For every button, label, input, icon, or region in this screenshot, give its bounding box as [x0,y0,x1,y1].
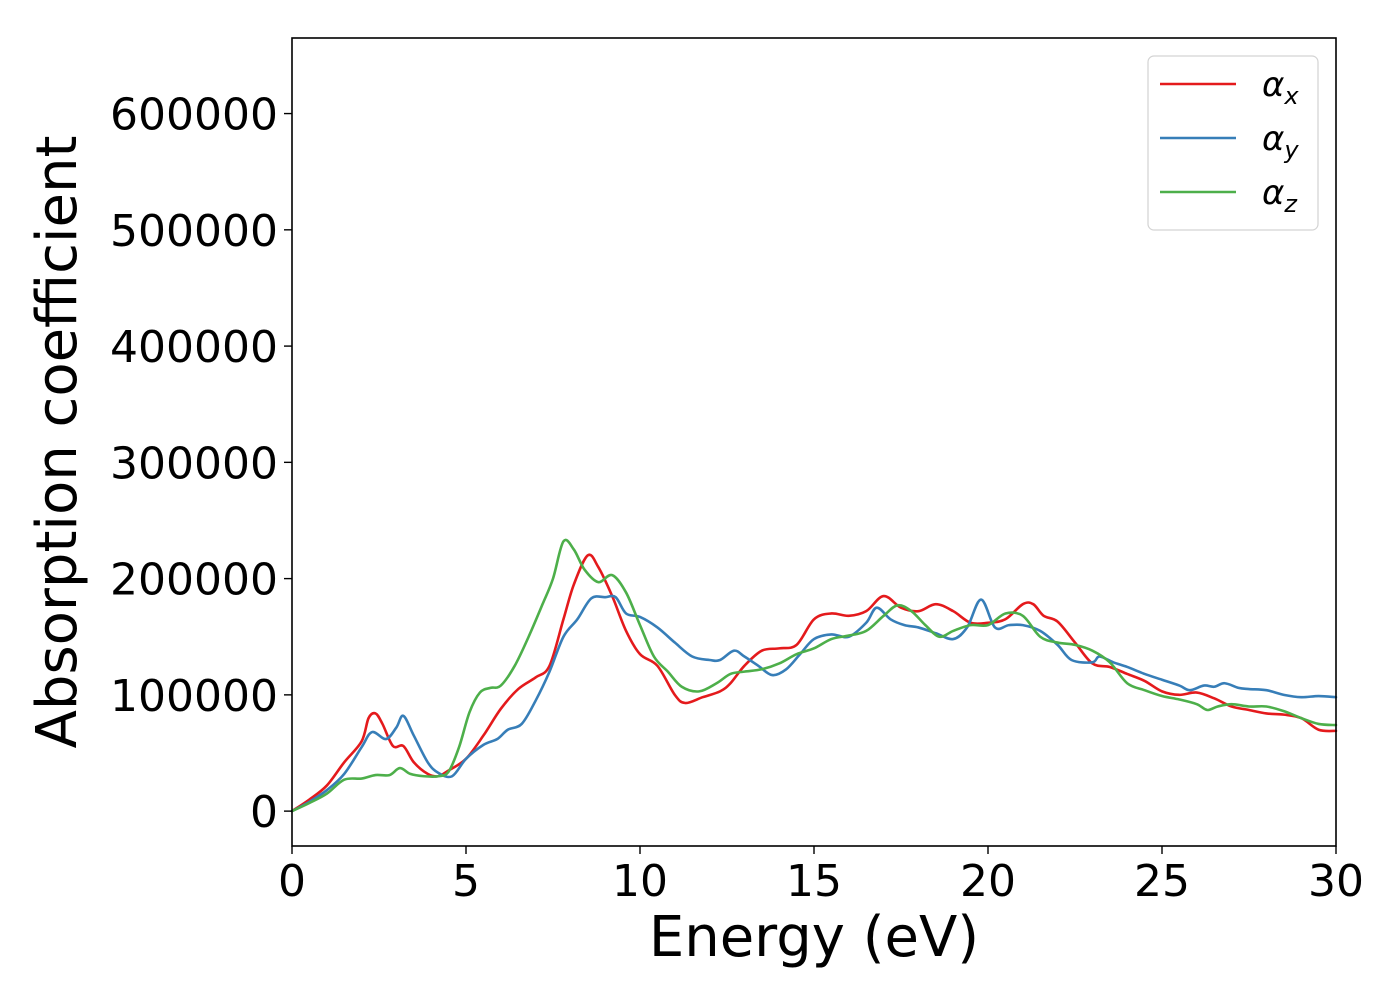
legend-label: αy [1262,119,1299,164]
x-axis-title: Energy (eV) [649,905,979,970]
legend-label: αz [1262,173,1298,218]
legend-label-subscript: y [1283,136,1299,164]
y-tick-label: 300000 [110,438,278,489]
x-tick-label: 30 [1308,856,1364,907]
y-tick-label: 0 [250,787,278,838]
y-tick-label: 500000 [110,206,278,257]
legend-label: αx [1262,65,1299,110]
x-tick-label: 20 [960,856,1016,907]
x-tick-label: 15 [786,856,842,907]
x-tick-label: 25 [1134,856,1190,907]
y-tick-label: 200000 [110,555,278,606]
x-axis-ticks: 0 5 10 15 20 25 30 [278,846,1364,907]
series-line-z [290,538,1338,813]
y-axis-ticks: 0 100000 200000 300000 400000 500000 600000 [110,90,292,838]
x-tick-label: 5 [452,856,480,907]
legend-label-base: α [1262,173,1284,213]
legend-label-base: α [1262,65,1284,105]
series-layer [290,538,1338,813]
legend-label-subscript: x [1283,82,1299,110]
legend-label-subscript: z [1283,190,1298,218]
x-tick-label: 10 [612,856,668,907]
legend-box [1147,55,1319,231]
y-axis-title: Absorption coefficient [25,136,90,749]
x-tick-label: 0 [278,856,306,907]
y-tick-label: 600000 [110,90,278,141]
legend-label-base: α [1262,119,1284,159]
y-tick-label: 400000 [110,322,278,373]
series-line-y [290,594,1338,813]
y-tick-label: 100000 [110,671,278,722]
